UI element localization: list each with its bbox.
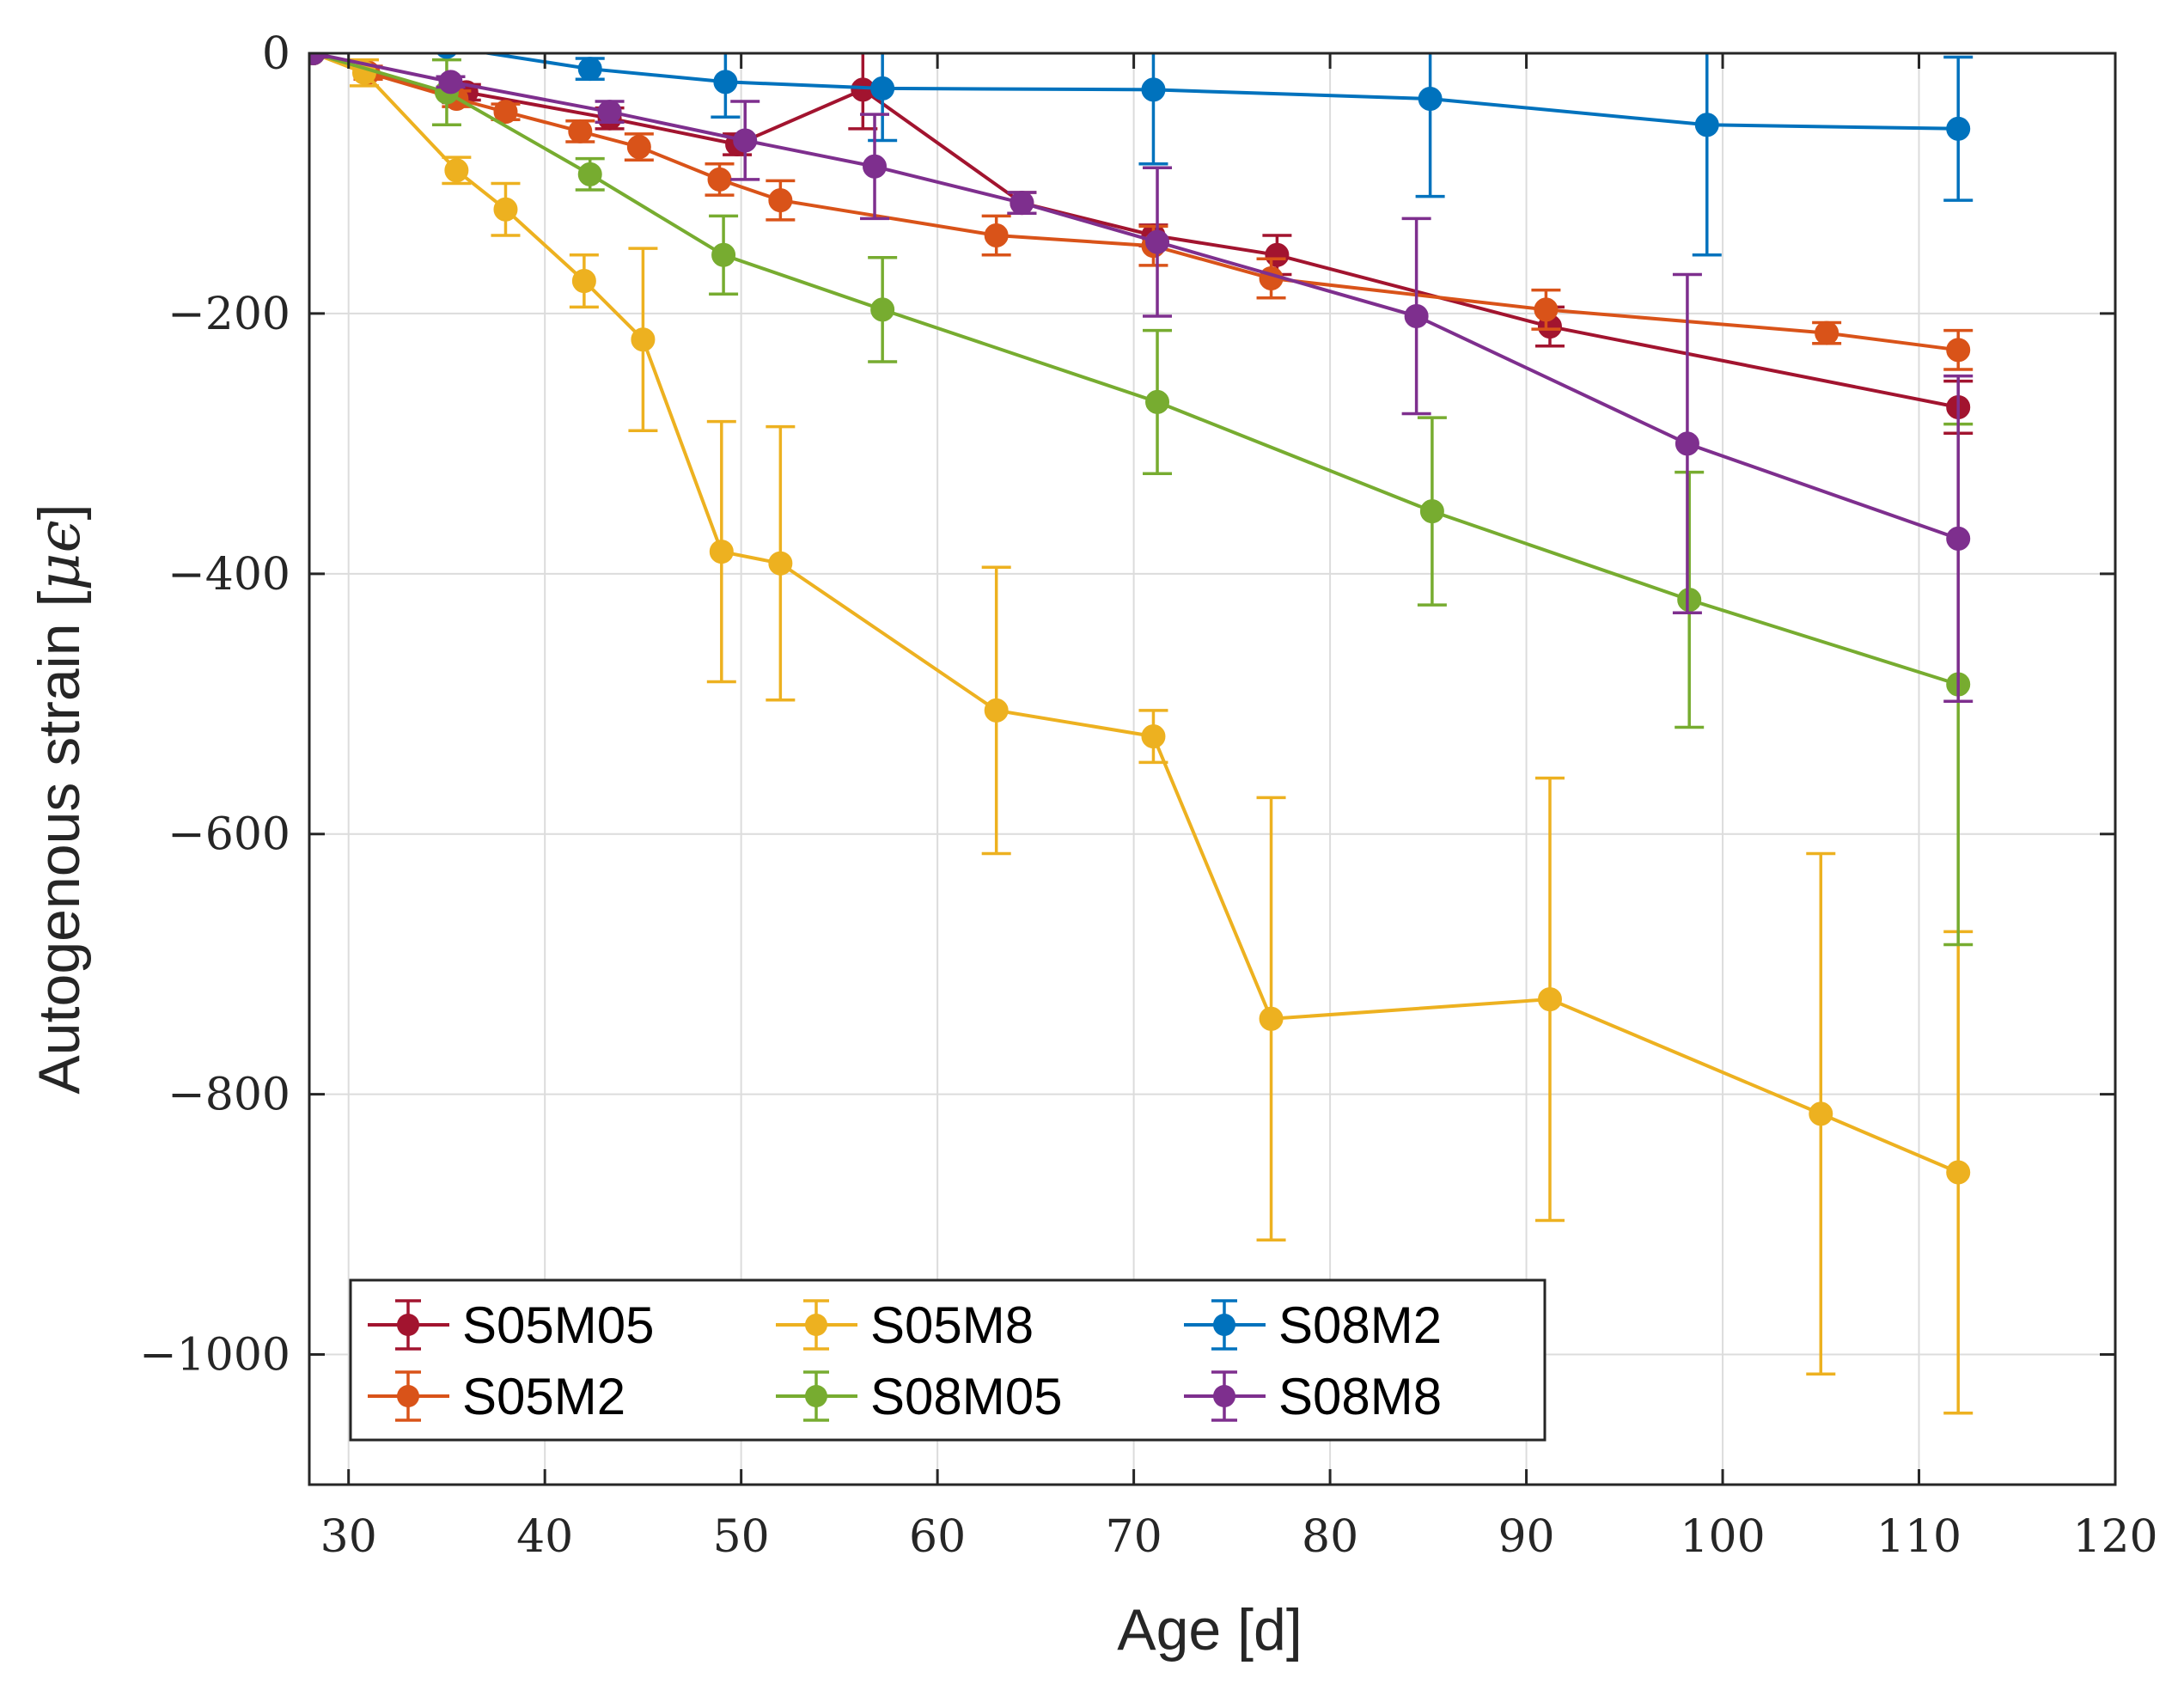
legend-marker [805,1385,827,1407]
data-point-S08M05 [1677,588,1702,613]
data-point-S08M2 [1946,116,1971,141]
x-tick-labels: 30 40 50 60 70 80 90 100 110 120 [320,1511,2158,1563]
legend-label: S08M2 [1278,1296,1442,1354]
data-point-S05M2 [568,119,593,143]
y-tick-label: 0 [262,28,290,80]
data-point-S05M8 [768,551,793,576]
data-point-S05M2 [1534,297,1559,322]
legend-label: S05M8 [870,1296,1034,1354]
legend-marker [397,1385,419,1407]
data-point-S08M8 [597,100,622,125]
legend-label: S05M2 [462,1368,625,1425]
data-point-S05M2 [984,223,1009,248]
series-line-S08M8 [313,53,1959,540]
data-point-S08M8 [309,53,326,65]
data-point-S08M8 [1404,303,1429,328]
data-point-S05M2 [768,188,793,213]
data-point-S08M8 [1946,526,1971,551]
x-tick-label: 120 [2072,1511,2157,1563]
x-axis-title: Age [d] [1117,1597,1302,1662]
data-point-S05M8 [1259,1006,1284,1031]
x-tick-label: 90 [1498,1511,1554,1563]
data-point-S08M8 [1010,191,1034,216]
legend-item-S08M8: S08M8 [1184,1368,1442,1425]
data-point-S05M8 [493,197,518,222]
data-point-S05M2 [626,135,651,160]
data-point-S08M8 [1675,431,1699,456]
data-point-S05M2 [493,100,518,125]
legend-item-S05M8: S05M8 [776,1296,1034,1354]
data-point-S08M8 [733,128,758,153]
data-point-S05M8 [631,327,656,352]
ticks [309,52,2117,1485]
series-line-S08M2 [477,53,1959,131]
y-axis-title-unit: μϵ [26,520,94,590]
data-point-S05M8 [571,269,596,294]
legend-item-S08M2: S08M2 [1184,1296,1442,1354]
data-point-S08M05 [711,242,736,267]
axes-box [308,52,2117,1486]
data-point-S08M05 [1145,389,1170,414]
x-tick-label: 60 [909,1511,966,1563]
data-point-S08M8 [1145,229,1170,254]
series-S05M8 [309,53,1974,1415]
data-point-S08M2 [1694,113,1719,137]
x-tick-label: 30 [320,1511,377,1563]
data-point-S08M2 [577,57,602,82]
series-S08M8 [309,53,1974,703]
y-tick-label: −1000 [139,1330,290,1382]
data-point-S08M05 [577,162,602,186]
legend-item-S08M05: S08M05 [776,1368,1062,1425]
data-point-S08M2 [713,70,738,95]
legend-item-S05M2: S05M2 [368,1368,625,1425]
x-tick-label: 80 [1302,1511,1358,1563]
y-axis-title: Autogenous strain [μϵ] [26,503,94,1094]
y-tick-label: −400 [168,549,290,601]
data-point-S05M8 [1537,987,1562,1012]
x-tick-label: 110 [1876,1511,1961,1563]
x-tick-label: 70 [1106,1511,1162,1563]
legend-label: S08M05 [870,1368,1062,1425]
legend-marker [1213,1314,1235,1336]
series-S08M05 [309,53,1974,947]
series-layer [309,53,1974,1415]
y-tick-label: −600 [168,809,290,861]
series-S08M2 [436,53,1974,257]
x-tick-label: 40 [516,1511,573,1563]
legend-marker [805,1314,827,1336]
data-point-S05M8 [1141,724,1166,749]
y-axis-title-text: Autogenous strain [ [27,591,92,1095]
data-point-S05M2 [1946,338,1971,363]
legend: S05M05 S05M2 S05M8 S08M05 S08M2 S08M8 [349,1278,1546,1442]
data-point-S05M2 [1815,320,1839,345]
x-tick-label: 50 [713,1511,770,1563]
data-point-S08M2 [1141,77,1166,102]
legend-label: S08M8 [1278,1368,1442,1425]
x-tick-label: 100 [1680,1511,1765,1563]
data-point-S08M8 [438,70,463,95]
data-point-S05M05 [1265,242,1290,267]
data-point-S05M8 [1946,1160,1971,1185]
legend-box [349,1278,1546,1442]
data-point-S08M05 [1419,499,1444,524]
data-point-S08M8 [863,154,888,179]
data-point-S05M8 [1809,1101,1833,1126]
data-point-S05M8 [709,540,734,564]
y-axis-title-close: ] [27,503,92,520]
legend-label: S05M05 [462,1296,654,1354]
y-tick-label: −200 [168,289,290,340]
legend-marker [1213,1385,1235,1407]
data-point-S08M05 [870,297,895,322]
data-point-S05M8 [444,158,469,183]
legend-item-S05M05: S05M05 [368,1296,654,1354]
legend-marker [397,1314,419,1336]
data-point-S05M8 [984,698,1009,723]
data-point-S08M2 [870,76,895,101]
data-point-S05M2 [707,167,732,192]
y-tick-labels: 0 −200 −400 −600 −800 −1000 [139,28,290,1382]
y-tick-label: −800 [168,1070,290,1121]
data-point-S08M2 [1418,87,1443,112]
